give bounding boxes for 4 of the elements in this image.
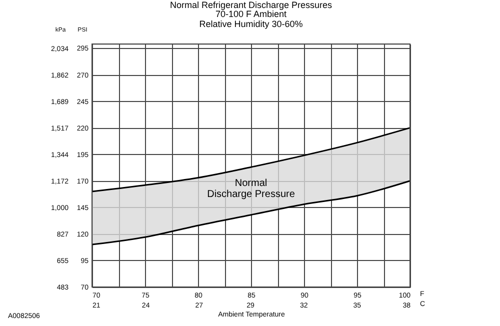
chart-subtitle: 70-100 F Ambient Relative Humidity 30-60% bbox=[199, 9, 303, 29]
annotation: Normal Discharge Pressure bbox=[207, 178, 296, 200]
chart-title: Normal Refrigerant Discharge Pressures bbox=[170, 0, 333, 10]
line-series bbox=[91, 180, 411, 246]
